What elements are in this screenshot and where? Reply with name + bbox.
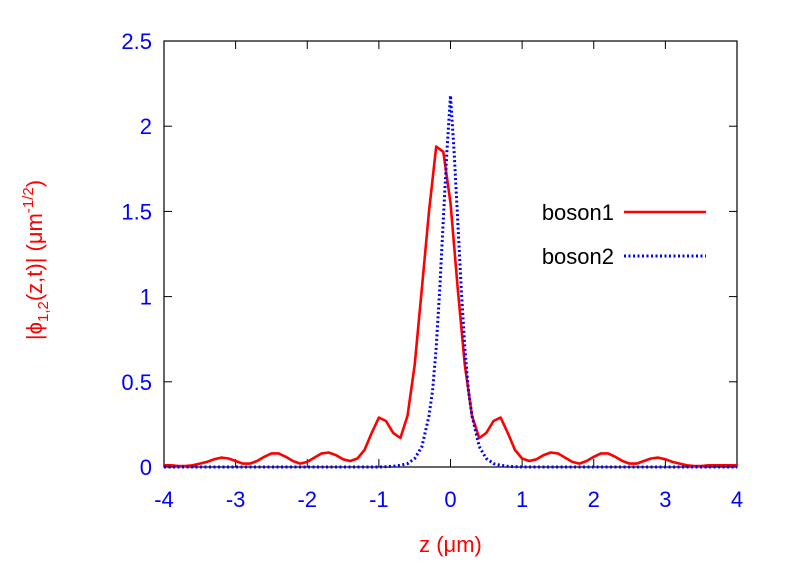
y-tick-label: 1.5 bbox=[121, 199, 152, 224]
y-label-mid: (z,t)| (μm bbox=[22, 213, 47, 301]
legend-label-boson1: boson1 bbox=[542, 200, 614, 225]
y-tick-label: 2 bbox=[140, 114, 152, 139]
x-tick-label: 3 bbox=[659, 487, 671, 512]
x-tick-label: -2 bbox=[297, 487, 317, 512]
x-tick-label: -1 bbox=[369, 487, 389, 512]
x-tick-label: 2 bbox=[588, 487, 600, 512]
series-line-boson2 bbox=[164, 94, 737, 469]
x-tick-label: 0 bbox=[444, 487, 456, 512]
legend: boson1 boson2 bbox=[542, 200, 706, 269]
plot-frame bbox=[163, 40, 738, 468]
y-tick-label: 2.5 bbox=[121, 29, 152, 54]
y-label-sub: 1,2 bbox=[35, 301, 52, 322]
y-label-post: ) bbox=[22, 180, 47, 187]
legend-label-boson2: boson2 bbox=[542, 244, 614, 269]
series-line-boson1 bbox=[164, 145, 737, 468]
x-axis-label: z (μm) bbox=[419, 532, 482, 557]
y-tick-label: 0.5 bbox=[121, 370, 152, 395]
axes: -4 -3 -2 -1 0 1 2 3 4 0 0.5 1 1.5 2 2.5 bbox=[121, 29, 743, 512]
y-label-pre: |ϕ bbox=[22, 322, 47, 340]
y-tick-label: 1 bbox=[140, 285, 152, 310]
x-tick-label: -4 bbox=[154, 487, 174, 512]
y-tick-label: 0 bbox=[140, 455, 152, 480]
y-axis-label: |ϕ1,2(z,t)| (μm-1/2) bbox=[20, 180, 52, 340]
x-ticks: -4 -3 -2 -1 0 1 2 3 4 bbox=[154, 41, 743, 512]
series-lines bbox=[164, 94, 737, 469]
x-tick-label: 1 bbox=[516, 487, 528, 512]
y-label-sup: -1/2 bbox=[20, 187, 37, 213]
x-tick-label: 4 bbox=[731, 487, 743, 512]
y-ticks: 0 0.5 1 1.5 2 2.5 bbox=[121, 29, 737, 480]
x-tick-label: -3 bbox=[226, 487, 246, 512]
